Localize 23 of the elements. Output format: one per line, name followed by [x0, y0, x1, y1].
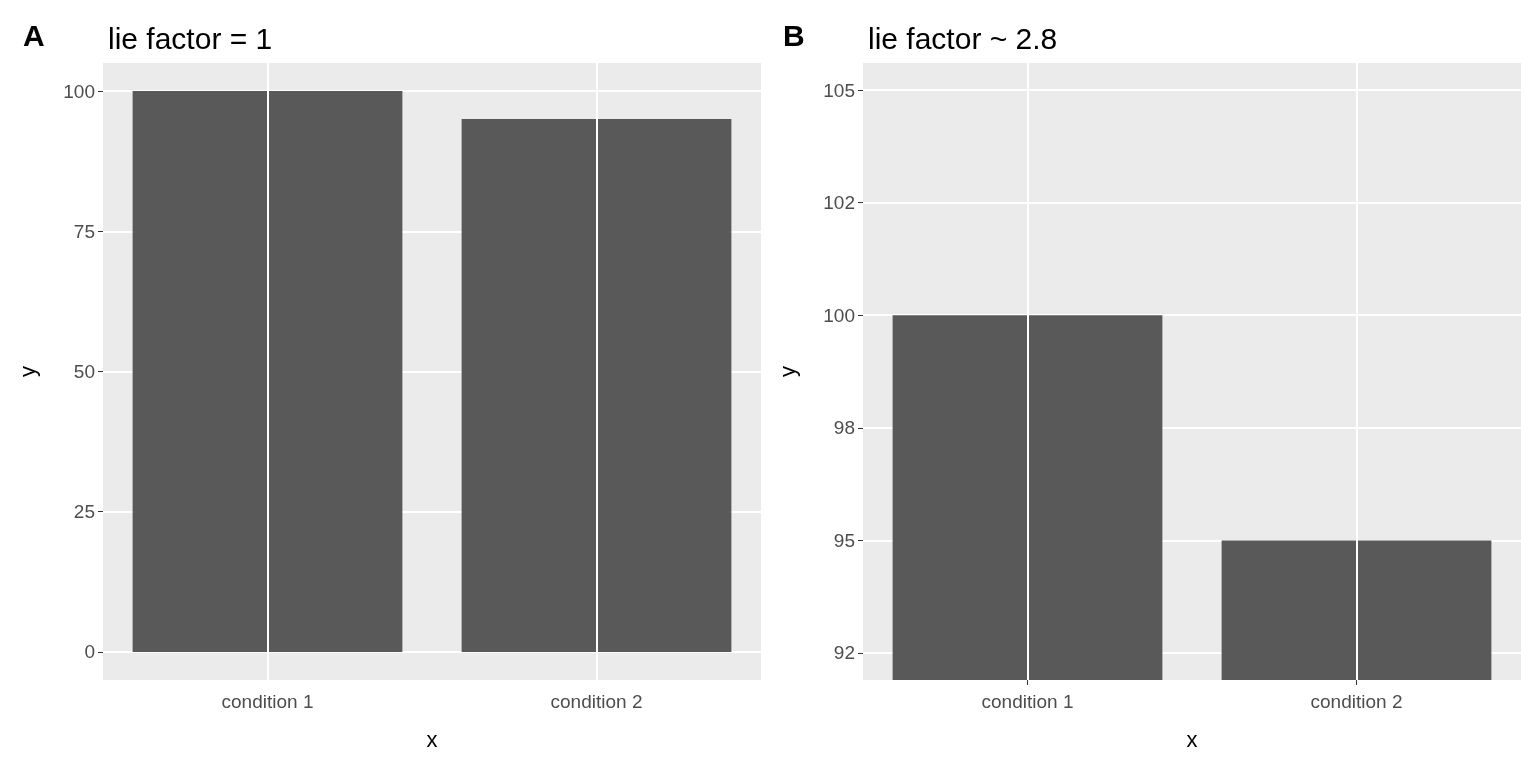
chart-title: lie factor ~ 2.8: [868, 21, 1058, 55]
y-tick-label: 0: [84, 641, 95, 663]
y-tick-label: 105: [823, 79, 855, 101]
x-axis-title: x: [426, 726, 438, 752]
y-tick-label: 100: [63, 80, 95, 102]
x-axis-title: x: [1186, 726, 1198, 752]
y-tick-label: 98: [833, 417, 855, 439]
chart-title: lie factor = 1: [108, 21, 273, 55]
x-tick-label: condition 1: [981, 691, 1074, 712]
x-tick-label: condition 2: [550, 691, 643, 712]
y-axis-title: y: [774, 366, 800, 377]
y-tick-label: 102: [823, 192, 855, 214]
x-tick-label: condition 2: [1310, 691, 1403, 712]
text: A: [23, 18, 45, 52]
y-tick-label: 92: [833, 642, 855, 664]
y-tick-label: 50: [73, 361, 95, 382]
y-axis-title: y: [14, 366, 40, 377]
x-tick-label: condition 1: [221, 691, 314, 712]
text: B: [783, 18, 805, 52]
y-tick-label: 75: [73, 220, 95, 242]
y-tick-label: 100: [823, 304, 855, 326]
y-tick-label: 95: [833, 529, 855, 551]
y-tick-label: 25: [73, 501, 95, 523]
